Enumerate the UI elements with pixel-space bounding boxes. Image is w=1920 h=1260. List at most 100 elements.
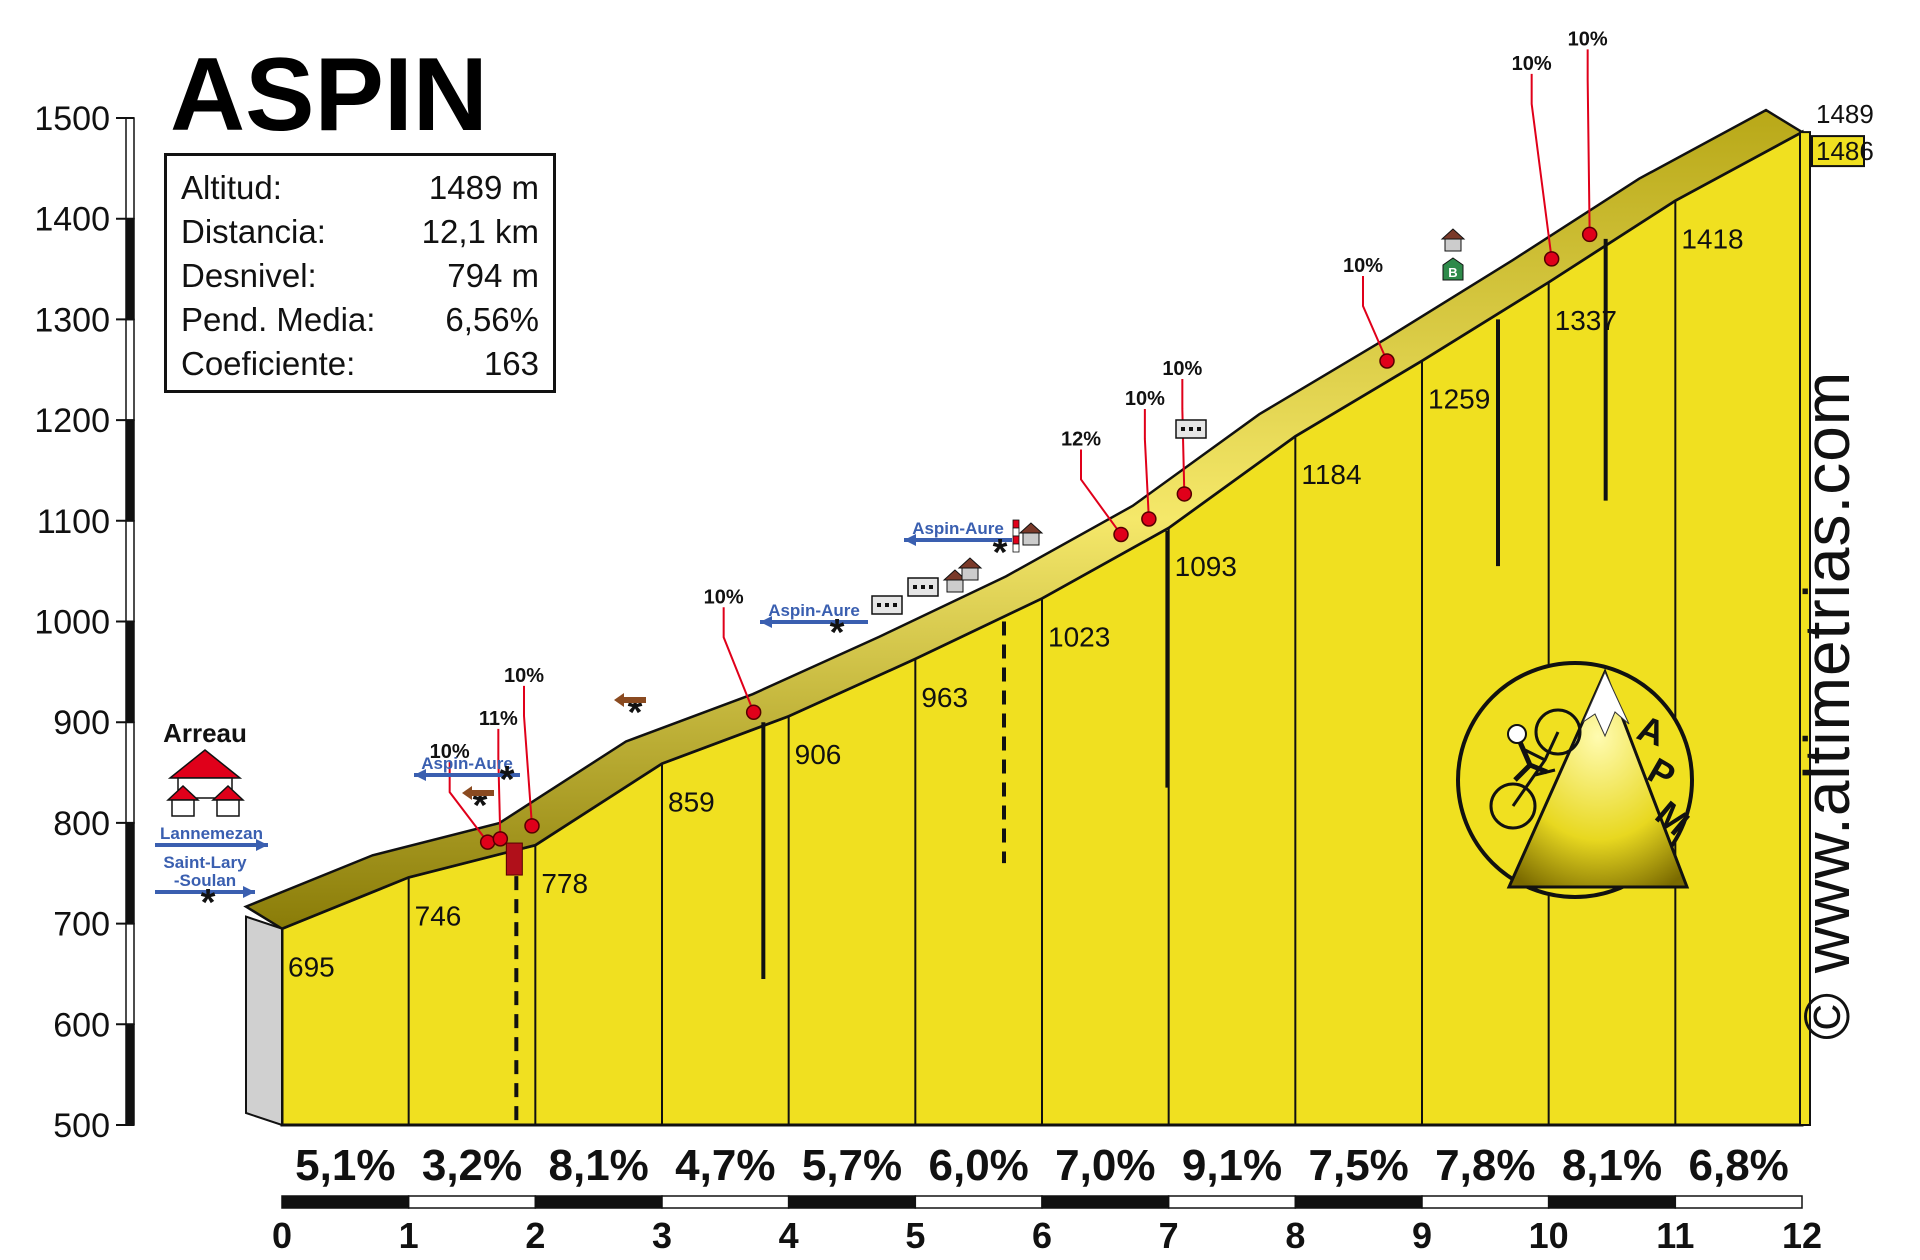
end-altitude-badge — [1811, 135, 1865, 168]
y-tick-label: 1000 — [34, 604, 110, 642]
segment-gradient-label: 5,1% — [295, 1141, 395, 1190]
steep-leader-line — [523, 685, 533, 826]
info-row-pendiente: Pend. Media: 6,56% — [181, 298, 539, 342]
y-tick-label: 1200 — [34, 402, 110, 440]
building-window — [1181, 427, 1185, 431]
info-value: 1489 m — [428, 169, 539, 206]
profile-end-edge — [1799, 131, 1811, 1126]
info-value: 163 — [483, 345, 539, 382]
km-scale-segment — [1041, 1195, 1170, 1209]
km-scale-segment — [281, 1195, 410, 1209]
altitude-label: 906 — [795, 739, 842, 770]
info-label: Desnivel: — [181, 257, 317, 294]
arrow-head — [760, 616, 772, 628]
x-tick-label: 11 — [1656, 1215, 1694, 1256]
km-scale-segment — [534, 1195, 663, 1209]
info-row-desnivel: Desnivel: 794 m — [181, 254, 539, 298]
x-tick-label: 10 — [1529, 1215, 1569, 1256]
info-row-altitud: Altitud: 1489 m — [181, 166, 539, 210]
house-body — [171, 799, 195, 817]
altitude-label: 778 — [541, 868, 588, 899]
barrier-post-icon — [1012, 543, 1020, 553]
info-value: 6,56% — [445, 301, 539, 338]
x-tick-label: 6 — [1032, 1215, 1052, 1256]
website-credit[interactable]: © www.altimetrias.com — [1791, 370, 1863, 1040]
segment-gradient-label: 6,0% — [929, 1141, 1029, 1190]
building-window — [877, 603, 881, 607]
info-value: 12,1 km — [421, 213, 539, 250]
arrow-label: Saint-Lary — [163, 853, 247, 872]
steep-point-marker — [492, 831, 509, 847]
x-tick-label: 5 — [905, 1215, 925, 1256]
steep-point-marker — [1543, 251, 1560, 267]
bridge-marker-icon — [505, 842, 523, 876]
arrow-label: -Soulan — [174, 871, 236, 890]
info-label: Altitud: — [181, 169, 282, 206]
arrow-label: Lannemezan — [160, 824, 263, 843]
steep-gradient-label: 11% — [479, 708, 518, 730]
start-place-name: Arreau — [163, 718, 247, 748]
steep-leader-line — [1586, 49, 1591, 235]
x-tick-label: 0 — [272, 1215, 292, 1256]
y-tick-label: 800 — [53, 805, 110, 843]
barrier-post-icon — [1012, 519, 1020, 529]
segment-gradient-label: 8,1% — [1562, 1141, 1662, 1190]
altitude-label: 963 — [921, 682, 968, 713]
steep-gradient-label: 10% — [430, 741, 470, 763]
km-scale-segment — [914, 1195, 1043, 1209]
info-row-distancia: Distancia: 12,1 km — [181, 210, 539, 254]
steep-point-marker — [479, 834, 496, 850]
small-house-roof — [1440, 228, 1466, 240]
segment-gradient-label: 8,1% — [549, 1141, 649, 1190]
steep-point-marker — [1176, 486, 1193, 502]
climb-info-box: Altitud: 1489 m Distancia: 12,1 km Desni… — [164, 153, 556, 393]
profile-annotations: 1489 1486 10% 11% 10% 10% 12% 10% 10% 10% 10% 10% Ar… — [155, 28, 1874, 924]
profile-area: 6957467788599069631023109311841259133714… — [243, 108, 1822, 1256]
km-scale-segment — [1294, 1195, 1423, 1209]
steep-leader-line — [1080, 449, 1122, 536]
arrow-head — [256, 839, 268, 851]
building-window — [929, 585, 933, 589]
small-house-roof — [957, 557, 983, 569]
steep-point-marker — [1581, 226, 1598, 243]
arrow-head — [904, 534, 916, 546]
x-tick-label: 3 — [652, 1215, 672, 1256]
info-label: Coeficiente: — [181, 345, 356, 382]
road-arrow-aspin-aure: Aspin-Aure — [904, 519, 1012, 546]
arrow-head — [414, 769, 426, 781]
road-arrow-lannemezan: Lannemezan — [155, 824, 268, 851]
steep-leader-line — [1181, 378, 1186, 494]
segment-gradient-label: 9,1% — [1182, 1141, 1282, 1190]
apm-logo: A P M — [1456, 661, 1697, 899]
turn-arrow-head — [614, 693, 624, 707]
arrow-label: Aspin-Aure — [421, 754, 513, 773]
altitude-label: 695 — [288, 952, 335, 983]
arrow-label: Aspin-Aure — [768, 601, 860, 620]
poi-asterisk-icon: * — [993, 532, 1008, 574]
building-window — [885, 603, 889, 607]
steep-gradient-label: 10% — [1512, 53, 1552, 75]
km-scale-segment — [787, 1195, 917, 1209]
altitude-label: 1418 — [1681, 224, 1743, 255]
building-window — [1197, 427, 1201, 431]
arrow-head — [243, 886, 255, 898]
axis-scale-segment — [125, 117, 135, 220]
steep-gradient-label: 12% — [1061, 428, 1101, 450]
steep-point-marker — [524, 818, 540, 834]
road-arrow-aspin-aure: Aspin-Aure — [760, 601, 868, 628]
km-scale-segment — [661, 1195, 790, 1209]
altitude-axis: 500 600 700 800 900 1000 1100 1200 1300 1400 1500 — [34, 100, 135, 1145]
house-icon — [166, 749, 245, 817]
altitude-label: 1023 — [1048, 621, 1110, 652]
segment-gradient-label: 3,2% — [422, 1141, 522, 1190]
building-window — [893, 603, 897, 607]
building-window — [913, 585, 917, 589]
axis-scale-segment — [125, 318, 135, 421]
x-tick-label: 12 — [1782, 1215, 1822, 1256]
steep-point-marker — [1141, 511, 1157, 527]
road-arrow-saint-lary: Saint-Lary-Soulan — [155, 853, 255, 898]
info-label: Distancia: — [181, 213, 326, 250]
x-tick-label: 4 — [779, 1215, 799, 1256]
y-tick-label: 1300 — [34, 301, 110, 339]
